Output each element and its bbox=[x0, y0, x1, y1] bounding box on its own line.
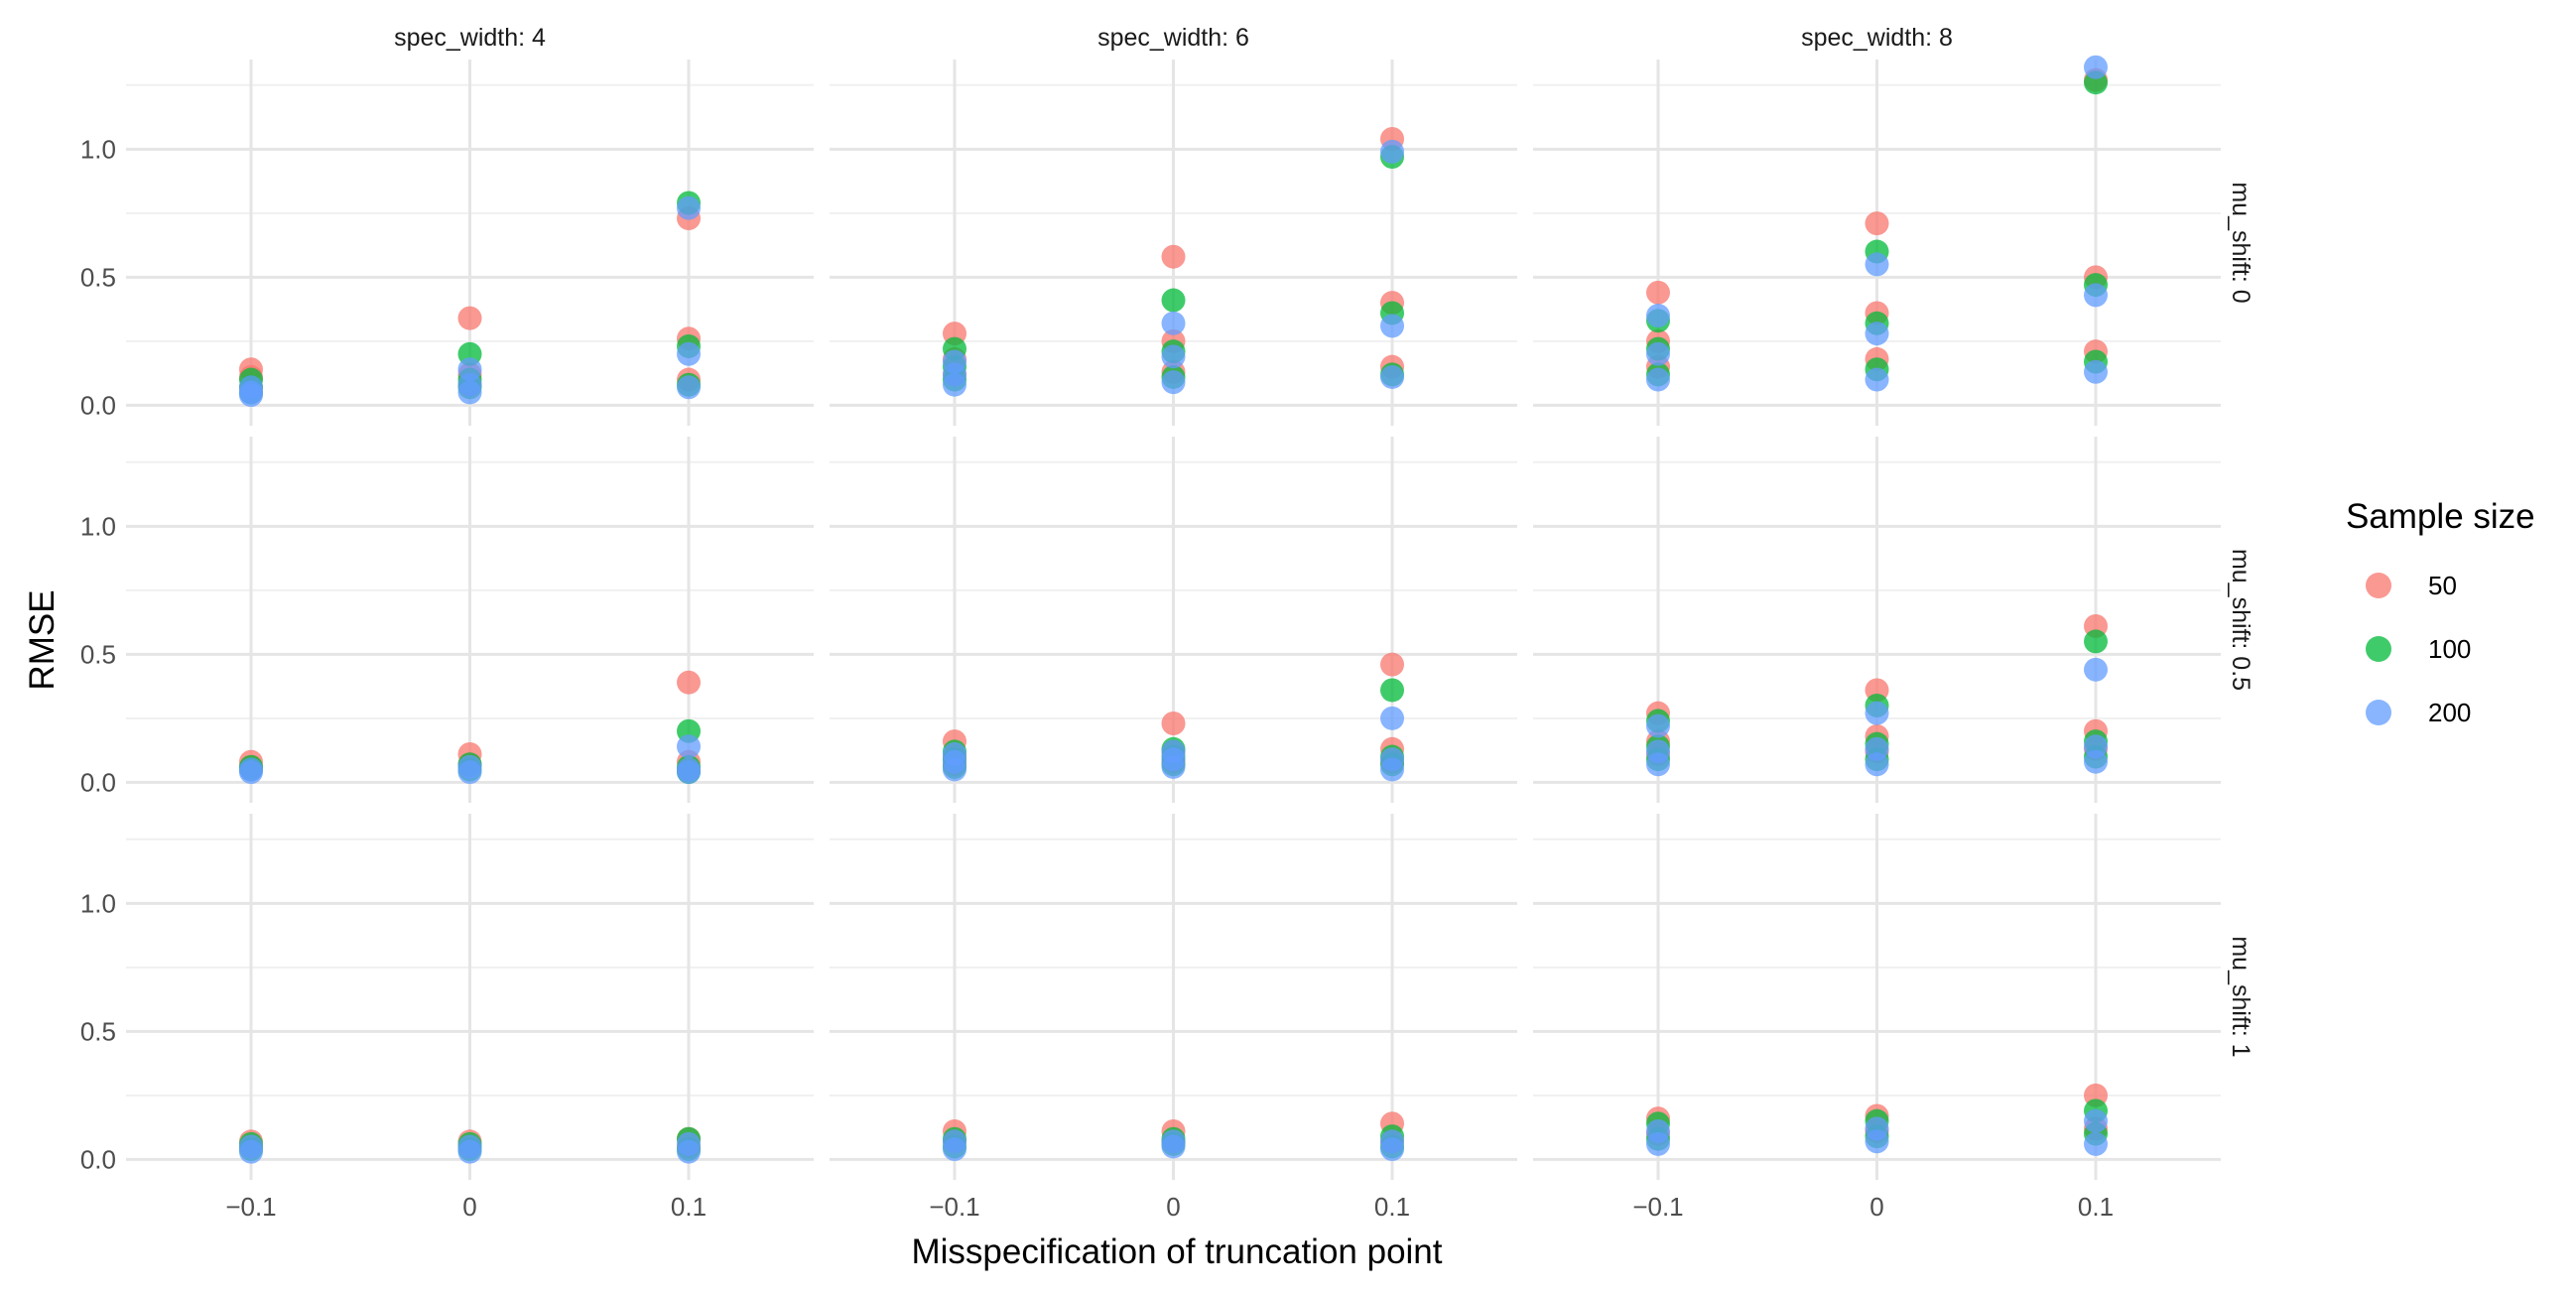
legend-label: 50 bbox=[2428, 571, 2457, 600]
data-point-n50 bbox=[1161, 712, 1186, 736]
x-axis-title: Misspecification of truncation point bbox=[912, 1232, 1443, 1271]
data-point-n200 bbox=[2084, 1108, 2109, 1133]
x-tick-label: −0.1 bbox=[225, 1192, 276, 1222]
data-point-n200 bbox=[1865, 252, 1889, 277]
data-point-n200 bbox=[1161, 344, 1186, 369]
x-tick-label: 0 bbox=[1166, 1192, 1180, 1222]
data-point-n100 bbox=[1380, 678, 1405, 703]
data-point-n200 bbox=[238, 383, 263, 408]
data-point-n50 bbox=[1380, 652, 1405, 677]
data-point-n200 bbox=[1380, 139, 1405, 164]
data-point-n200 bbox=[238, 1139, 263, 1164]
data-point-n200 bbox=[1645, 1131, 1670, 1156]
y-tick-label: 1.0 bbox=[80, 511, 116, 541]
data-point-n200 bbox=[2084, 283, 2109, 308]
legend-key-n100 bbox=[2366, 636, 2391, 662]
legend-items: 50 100 200 bbox=[2366, 571, 2471, 727]
text-layer: spec_width: 4 spec_width: 6 spec_width: 8 m… bbox=[80, 24, 2254, 1222]
data-point-n200 bbox=[1380, 314, 1405, 338]
data-point-n200 bbox=[2084, 359, 2109, 384]
data-point-n200 bbox=[1380, 757, 1405, 782]
y-tick-label: 0.5 bbox=[80, 1016, 116, 1046]
x-tick-label: 0 bbox=[1869, 1192, 1883, 1222]
x-tick-label: −0.1 bbox=[1632, 1192, 1683, 1222]
data-point-n200 bbox=[1380, 1137, 1405, 1162]
data-point-n50 bbox=[1865, 211, 1889, 236]
x-tick-label: 0.1 bbox=[1374, 1192, 1410, 1222]
y-tick-label: 0.0 bbox=[80, 1144, 116, 1174]
facet-row-label: mu_shift: 0.5 bbox=[2227, 549, 2254, 691]
data-point-n200 bbox=[1161, 1134, 1186, 1159]
facet-column-label: spec_width: 6 bbox=[1097, 24, 1249, 52]
data-point-n200 bbox=[1380, 706, 1405, 730]
data-point-n200 bbox=[942, 1137, 966, 1162]
data-point-n200 bbox=[1161, 754, 1186, 779]
facet-row-label: mu_shift: 1 bbox=[2227, 936, 2254, 1057]
legend: Sample size 50 100 200 bbox=[2346, 497, 2535, 727]
data-point-n200 bbox=[677, 341, 702, 366]
legend-label: 200 bbox=[2428, 698, 2471, 727]
data-point-n50 bbox=[457, 306, 482, 330]
data-point-n50 bbox=[1161, 244, 1186, 269]
data-point-n200 bbox=[1865, 322, 1889, 346]
data-point-n200 bbox=[1161, 370, 1186, 395]
data-point-n200 bbox=[677, 734, 702, 759]
data-point-n200 bbox=[457, 380, 482, 405]
legend-title: Sample size bbox=[2346, 497, 2535, 536]
data-point-n200 bbox=[1865, 752, 1889, 777]
data-point-n200 bbox=[942, 757, 966, 782]
grid-layer bbox=[126, 60, 2221, 1180]
data-point-n200 bbox=[457, 1139, 482, 1164]
data-point-n200 bbox=[1645, 341, 1670, 366]
data-point-n200 bbox=[1865, 367, 1889, 392]
data-point-n200 bbox=[1645, 752, 1670, 777]
data-point-n200 bbox=[2084, 657, 2109, 682]
legend-key-n200 bbox=[2366, 700, 2391, 725]
data-point-n200 bbox=[1645, 367, 1670, 392]
data-point-n50 bbox=[677, 670, 702, 695]
data-point-n200 bbox=[1161, 311, 1186, 335]
data-point-n200 bbox=[1645, 304, 1670, 328]
facet-column-label: spec_width: 8 bbox=[1801, 24, 1953, 52]
data-point-n200 bbox=[677, 1139, 702, 1164]
y-tick-label: 0.5 bbox=[80, 262, 116, 292]
data-point-n100 bbox=[1161, 288, 1186, 313]
data-point-n200 bbox=[1645, 713, 1670, 738]
data-point-n200 bbox=[1380, 364, 1405, 389]
y-axis-title: RMSE bbox=[23, 589, 62, 690]
data-point-n200 bbox=[942, 372, 966, 397]
x-tick-label: −0.1 bbox=[929, 1192, 979, 1222]
data-point-n200 bbox=[2084, 749, 2109, 774]
data-point-n200 bbox=[457, 760, 482, 785]
x-tick-label: 0.1 bbox=[2078, 1192, 2114, 1222]
data-point-n200 bbox=[677, 375, 702, 400]
data-point-n100 bbox=[2084, 629, 2109, 654]
facet-row-label: mu_shift: 0 bbox=[2227, 182, 2254, 303]
y-tick-label: 1.0 bbox=[80, 888, 116, 918]
data-point-n50 bbox=[1645, 280, 1670, 305]
y-tick-label: 0.0 bbox=[80, 390, 116, 420]
facet-column-label: spec_width: 4 bbox=[394, 24, 546, 52]
x-tick-label: 0 bbox=[462, 1192, 476, 1222]
points-layer bbox=[238, 55, 2109, 1164]
y-tick-label: 1.0 bbox=[80, 134, 116, 164]
x-tick-label: 0.1 bbox=[671, 1192, 707, 1222]
data-point-n200 bbox=[677, 760, 702, 785]
data-point-n200 bbox=[2084, 1131, 2109, 1156]
legend-label: 100 bbox=[2428, 634, 2471, 664]
data-point-n200 bbox=[1865, 1129, 1889, 1154]
data-point-n200 bbox=[2084, 55, 2109, 79]
y-tick-label: 0.5 bbox=[80, 639, 116, 669]
legend-key-n50 bbox=[2366, 573, 2391, 598]
data-point-n200 bbox=[238, 760, 263, 785]
data-point-n200 bbox=[1865, 701, 1889, 725]
data-point-n200 bbox=[677, 195, 702, 220]
y-tick-label: 0.0 bbox=[80, 767, 116, 797]
